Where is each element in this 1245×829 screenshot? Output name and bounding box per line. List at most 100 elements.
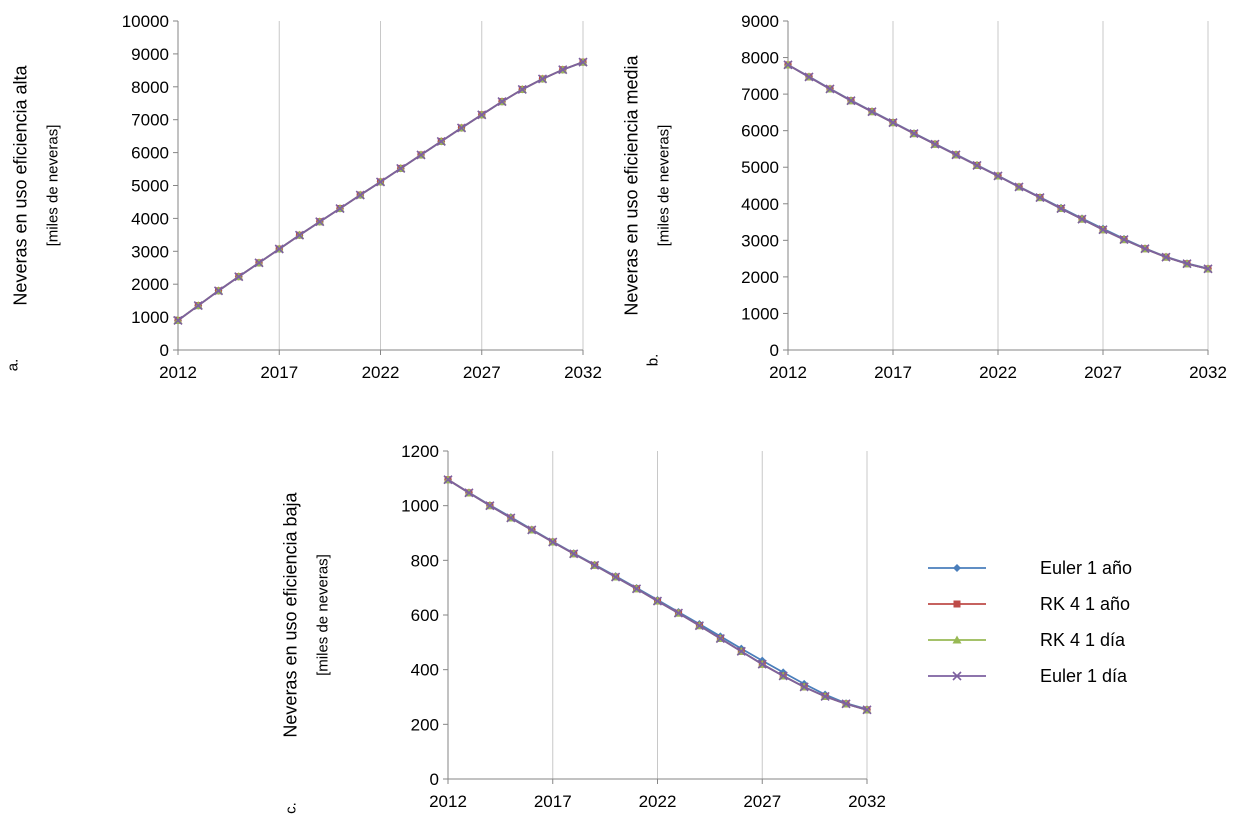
data-point: [436, 136, 446, 146]
data-point: [1203, 264, 1213, 274]
data-point: [485, 501, 495, 511]
data-point: [867, 107, 877, 117]
data-point: [335, 203, 345, 214]
y-tick-label: 200: [411, 715, 439, 734]
x-tick-label: 2022: [362, 363, 400, 382]
y-tick-label: 3000: [131, 242, 169, 261]
data-point: [569, 549, 579, 559]
x-tick-label: 2022: [639, 792, 677, 811]
legend-marker: [952, 635, 962, 644]
panel-label: b.: [644, 354, 661, 367]
legend: Euler 1 año RK 4 1 año RK 4 1 día Euler 1 d…: [928, 558, 1132, 686]
data-point: [527, 525, 537, 535]
data-point: [673, 608, 684, 618]
y-tick-label: 5000: [131, 177, 169, 196]
data-point: [825, 84, 835, 94]
data-point: [652, 596, 663, 606]
data-point: [993, 171, 1003, 181]
data-point: [631, 584, 642, 594]
x-tick-label: 2032: [1189, 363, 1227, 382]
x-tick-label: 2017: [874, 363, 912, 382]
data-point: [456, 123, 467, 133]
chart-panel-b: 0 1000 2000 3000 4000 5000 6000 7000 8000 9000 201…: [621, 12, 1227, 382]
y-tick-label: 7000: [131, 111, 169, 130]
x-tick-label: 2027: [463, 363, 501, 382]
data-point: [464, 488, 474, 498]
y-axis-label: Neveras en uso eficiencia media: [621, 54, 641, 315]
data-point: [611, 572, 621, 582]
data-point: [254, 258, 264, 268]
data-point: [1014, 182, 1024, 192]
y-tick-label: 1200: [401, 442, 439, 461]
y-tick-label: 1000: [741, 304, 779, 323]
x-tick-label: 2012: [769, 363, 807, 382]
data-point: [778, 671, 788, 681]
y-axis-unit-label: [miles de neveras]: [655, 125, 672, 247]
x-tick-label: 2012: [429, 792, 467, 811]
data-point: [1119, 235, 1129, 245]
data-point: [736, 646, 746, 656]
y-tick-label: 9000: [131, 45, 169, 64]
data-point: [477, 110, 487, 120]
data-point: [757, 659, 767, 669]
y-tick-label: 2000: [131, 275, 169, 294]
data-point: [1161, 252, 1171, 262]
data-point: [862, 705, 872, 715]
y-tick-label: 6000: [741, 122, 779, 141]
data-point: [799, 682, 809, 692]
data-point: [497, 97, 507, 107]
data-point: [715, 633, 725, 644]
data-point: [558, 65, 568, 75]
data-point: [578, 57, 588, 67]
data-point: [888, 118, 898, 128]
y-tick-label: 1000: [131, 308, 169, 327]
data-point: [930, 139, 940, 149]
y-axis-label: Neveras en uso eficiencia baja: [280, 491, 300, 737]
data-point: [234, 272, 244, 282]
x-tick-label: 2032: [848, 792, 886, 811]
data-point: [375, 177, 386, 187]
y-tick-label: 10000: [122, 12, 169, 31]
legend-label: RK 4 1 día: [1040, 630, 1126, 650]
y-tick-label: 0: [160, 341, 169, 360]
data-point: [506, 513, 516, 523]
legend-item: Euler 1 año: [928, 558, 1132, 578]
data-point: [846, 96, 856, 106]
data-point: [590, 560, 600, 570]
data-point: [841, 699, 851, 709]
data-point: [951, 150, 961, 160]
x-tick-label: 2032: [564, 363, 602, 382]
y-tick-label: 4000: [741, 195, 779, 214]
x-tick-label: 2017: [260, 363, 298, 382]
y-tick-label: 8000: [741, 49, 779, 68]
data-point: [193, 301, 203, 311]
legend-label: RK 4 1 año: [1040, 594, 1130, 614]
panel-label: a.: [4, 359, 21, 372]
data-point: [396, 163, 406, 173]
y-tick-label: 1000: [401, 497, 439, 516]
y-tick-label: 4000: [131, 209, 169, 228]
y-tick-label: 400: [411, 661, 439, 680]
data-point: [804, 72, 814, 82]
chart-panel-a: 0 1000 2000 3000 4000 5000 6000 7000 8000 9000 100…: [4, 12, 602, 382]
x-tick-label: 2017: [534, 792, 572, 811]
data-point: [1140, 244, 1150, 254]
data-point: [294, 230, 305, 240]
data-point: [694, 621, 704, 631]
data-point: [355, 190, 365, 200]
legend-item: Euler 1 día: [928, 666, 1128, 686]
y-tick-label: 2000: [741, 268, 779, 287]
data-point: [972, 160, 982, 170]
data-point: [274, 244, 284, 254]
legend-marker: [952, 671, 962, 681]
data-point: [548, 537, 558, 547]
data-point: [213, 286, 224, 296]
legend-marker: [953, 564, 961, 572]
data-point: [537, 74, 548, 84]
data-point: [1077, 214, 1087, 224]
data-point: [1056, 203, 1066, 214]
legend-marker: [953, 600, 961, 608]
data-point: [1182, 259, 1192, 269]
series-4: [783, 60, 1213, 274]
data-point: [315, 217, 325, 227]
